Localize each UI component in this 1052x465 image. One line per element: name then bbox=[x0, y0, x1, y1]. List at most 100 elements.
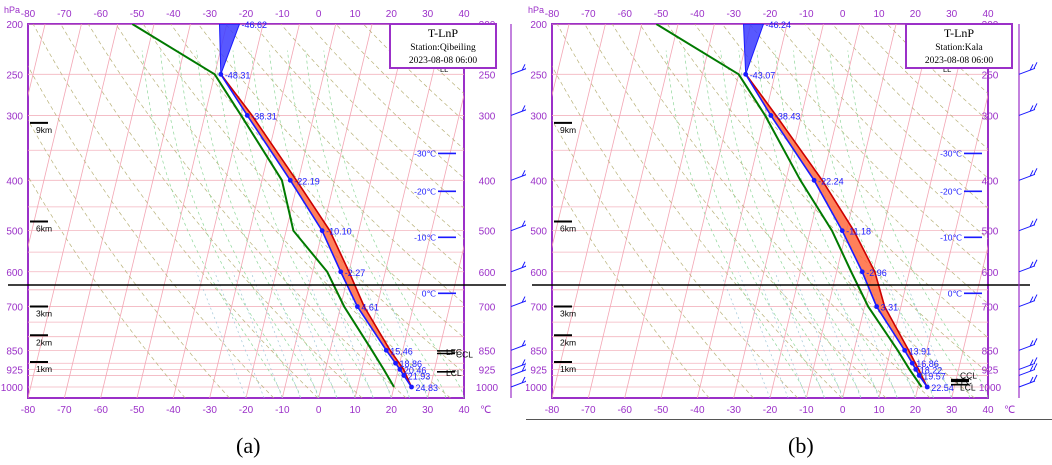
bottom-temp-tick-label: -40 bbox=[166, 405, 181, 416]
pressure-label-left: 850 bbox=[530, 346, 547, 357]
skewt-chart-b: -46.24 -43.07 -38.43 -22.24 -11.18 -2.96 3.31 1… bbox=[526, 5, 1052, 416]
bottom-temp-tick-label: 20 bbox=[386, 405, 398, 416]
wind-barb bbox=[510, 261, 526, 273]
state-curve-label: 16.86 bbox=[916, 359, 939, 369]
pressure-label-left: 300 bbox=[6, 111, 23, 122]
top-temp-tick-label: 40 bbox=[982, 9, 994, 20]
dewpoint-line bbox=[131, 24, 395, 388]
mixing-ratio-line bbox=[268, 271, 319, 398]
state-curve-point bbox=[319, 228, 325, 234]
wind-barb bbox=[510, 376, 526, 388]
wind-barb bbox=[510, 170, 526, 181]
isotherm-marker-label: 0℃ bbox=[948, 288, 963, 298]
pressure-label-left: 700 bbox=[6, 303, 23, 314]
bottom-temp-tick-label: -20 bbox=[239, 405, 254, 416]
state-curve-point bbox=[811, 177, 817, 183]
isotherm-line bbox=[100, 24, 191, 398]
bottom-temp-tick-label: -10 bbox=[799, 405, 814, 416]
temperature-line bbox=[220, 73, 413, 388]
isotherm-line bbox=[733, 24, 824, 398]
skewt-panel-a: -46.62 -48.31 -38.31 -22.19 -10.10 -2.27 4.61 1… bbox=[1, 5, 526, 458]
moist-adiabat bbox=[178, 50, 320, 398]
negative-energy-area bbox=[218, 24, 241, 75]
lcl-label: LCL bbox=[446, 368, 462, 378]
state-curve-label: -43.07 bbox=[750, 70, 776, 80]
isotherm-line bbox=[281, 24, 373, 398]
pressure-label-left: 600 bbox=[6, 268, 23, 279]
dry-adiabat bbox=[777, 24, 988, 240]
pressure-label-right: 1000 bbox=[476, 383, 499, 394]
wind-barb bbox=[1018, 103, 1038, 116]
wind-barb bbox=[510, 296, 526, 308]
state-curve-label: -38.31 bbox=[251, 111, 277, 121]
panel-caption: (b) bbox=[788, 433, 814, 458]
dry-adiabat bbox=[1025, 24, 1052, 398]
pressure-label-right: 500 bbox=[479, 227, 496, 238]
top-temp-tick-label: 0 bbox=[316, 9, 322, 20]
state-curve-point bbox=[839, 228, 845, 234]
wind-barb bbox=[1018, 294, 1038, 308]
state-curve-label: 13.91 bbox=[909, 346, 932, 356]
isotherm-marker-label: -20℃ bbox=[940, 186, 962, 196]
isotherm-line bbox=[660, 24, 752, 398]
pressure-label-left: 925 bbox=[6, 365, 23, 376]
state-curve-point bbox=[924, 384, 930, 390]
dry-adiabat bbox=[887, 24, 988, 122]
bottom-temp-tick-label: -40 bbox=[690, 405, 705, 416]
observation-time: 2023-08-08 06:00 bbox=[409, 56, 478, 66]
bottom-temp-tick-label: -80 bbox=[21, 405, 36, 416]
state-curve-label: -38.43 bbox=[775, 111, 801, 121]
state-curve-point bbox=[338, 269, 344, 275]
dry-adiabat bbox=[28, 175, 186, 398]
mixing-ratio-line bbox=[323, 271, 374, 398]
bottom-rule bbox=[526, 419, 1052, 420]
wind-barb bbox=[1018, 357, 1038, 370]
dry-adiabat bbox=[584, 24, 887, 398]
bottom-temp-tick-label: -60 bbox=[93, 405, 108, 416]
isotherm-line bbox=[842, 24, 933, 398]
bottom-temp-tick-label: 20 bbox=[910, 405, 922, 416]
wind-barb bbox=[510, 359, 526, 370]
state-curve-point bbox=[874, 304, 880, 309]
height-label: 6km bbox=[36, 223, 52, 233]
state-curve-label: 4.61 bbox=[361, 303, 379, 313]
plot-inner bbox=[552, 24, 1052, 398]
pressure-unit-label: hPa bbox=[528, 5, 544, 15]
dry-adiabat bbox=[335, 24, 464, 150]
mixing-ratio-line bbox=[359, 271, 410, 398]
state-curve-label: 20.46 bbox=[404, 365, 427, 375]
dry-adiabat bbox=[666, 24, 988, 374]
top-temp-tick-label: 20 bbox=[910, 9, 922, 20]
top-temp-tick-label: -40 bbox=[690, 9, 705, 20]
state-curve-label: 18.86 bbox=[400, 359, 423, 369]
mixing-ratio-line bbox=[792, 271, 843, 398]
state-curve-label: 3.31 bbox=[881, 303, 899, 313]
isotherm-marker-label: -10℃ bbox=[414, 232, 436, 242]
bottom-temp-tick-label: -10 bbox=[275, 405, 290, 416]
isotherm-line bbox=[878, 24, 970, 398]
dry-adiabat bbox=[501, 24, 526, 398]
lfc-label: LFC bbox=[956, 376, 972, 386]
plot-area: -46.62 -48.31 -38.31 -22.19 -10.10 -2.27 4.61 1… bbox=[1, 5, 526, 416]
dry-adiabat bbox=[556, 24, 843, 398]
negative-energy-area bbox=[742, 24, 765, 75]
dry-adiabat bbox=[115, 24, 451, 398]
bottom-temp-tick-label: -30 bbox=[726, 405, 741, 416]
bottom-temp-tick-label: -80 bbox=[545, 405, 560, 416]
station-name: Station:Qibeiling bbox=[410, 43, 476, 53]
title-box bbox=[389, 23, 497, 69]
top-temp-tick-label: 10 bbox=[873, 9, 885, 20]
top-temp-tick-label: 30 bbox=[946, 9, 958, 20]
bottom-temp-tick-label: 10 bbox=[873, 405, 885, 416]
pressure-unit-label: hPa bbox=[4, 5, 20, 15]
top-temp-tick-label: -30 bbox=[726, 9, 741, 20]
bottom-temp-tick-label: -50 bbox=[654, 405, 669, 416]
dry-adiabat bbox=[859, 24, 988, 150]
top-temp-tick-label: -60 bbox=[617, 9, 632, 20]
state-curve-point bbox=[218, 71, 224, 77]
isotherm-line bbox=[805, 24, 897, 398]
temperature-line bbox=[745, 73, 928, 388]
wind-barb bbox=[1018, 218, 1038, 232]
wind-barb bbox=[1018, 374, 1038, 388]
pressure-label-right: 925 bbox=[479, 365, 496, 376]
